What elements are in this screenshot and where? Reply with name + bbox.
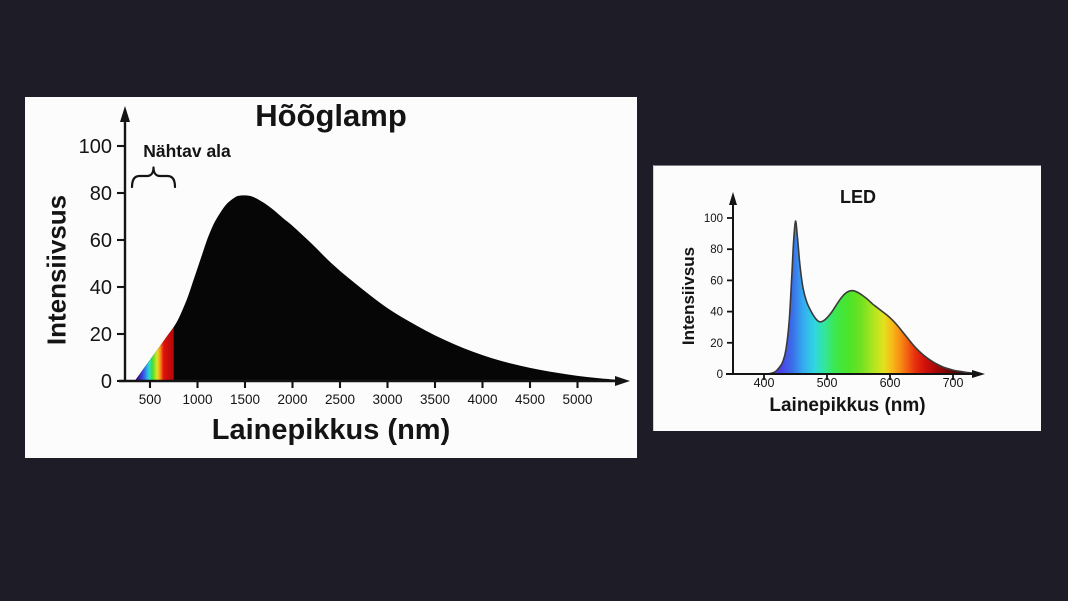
x-tick-label: 1000 xyxy=(182,392,212,407)
x-tick-label: 2500 xyxy=(325,392,355,407)
led-curve-outline xyxy=(766,220,980,375)
y-tick-label: 40 xyxy=(710,307,723,319)
led-chart-panel: 400 500 600 700 0 20 40 60 80 100 LED Intensiivsu… xyxy=(653,165,1041,431)
y-axis-arrow xyxy=(729,192,737,205)
incandescent-chart-panel: 500 1000 1500 2000 2500 3000 3500 4000 4500 5000 0… xyxy=(25,97,637,458)
led-curve-fill xyxy=(766,221,980,374)
x-tick-label: 500 xyxy=(139,392,162,407)
x-axis-label-incandescent: Lainepikkus (nm) xyxy=(211,414,451,446)
x-tick-label: 3000 xyxy=(372,392,402,407)
x-tick-label: 1500 xyxy=(230,392,260,407)
x-axis-label-led: Lainepikkus (nm) xyxy=(769,395,926,416)
incandescent-curve-fill xyxy=(134,195,626,381)
x-tick-label: 5000 xyxy=(562,392,592,407)
y-tick-label: 60 xyxy=(90,230,112,252)
y-tick-label: 80 xyxy=(710,244,723,256)
x-tick-label: 4000 xyxy=(467,392,497,407)
y-tick-label: 80 xyxy=(90,183,112,205)
y-tick-label: 100 xyxy=(79,136,112,158)
y-tick-label: 20 xyxy=(90,324,112,346)
y-tick-label: 100 xyxy=(704,213,723,225)
led-spectrum-plot: 400 500 600 700 0 20 40 60 80 100 xyxy=(704,192,985,390)
y-axis-label-incandescent: Intensiivsus xyxy=(41,194,72,346)
chart-title-led: LED xyxy=(840,187,876,207)
y-axis-arrow xyxy=(120,106,130,122)
y-axis-label-led: Intensiivsus xyxy=(679,246,698,346)
visible-range-brace xyxy=(130,166,177,189)
y-tick-label: 0 xyxy=(101,371,112,393)
x-tick-label: 400 xyxy=(754,376,775,390)
x-axis-arrow xyxy=(972,370,985,378)
x-tick-label: 600 xyxy=(880,376,901,390)
y-tick-label: 60 xyxy=(710,275,723,287)
x-tick-label: 700 xyxy=(943,376,964,390)
visible-range-annotation: Nähtav ala xyxy=(143,141,231,161)
incandescent-spectrum-plot: 500 1000 1500 2000 2500 3000 3500 4000 4500 5000 0… xyxy=(79,106,630,407)
y-tick-label: 40 xyxy=(90,277,112,299)
y-tick-label: 0 xyxy=(717,369,723,381)
x-axis-arrow xyxy=(615,376,630,386)
y-tick-label: 20 xyxy=(710,338,723,350)
x-tick-label: 500 xyxy=(817,376,838,390)
chart-title-incandescent: Hõõglamp xyxy=(255,98,407,133)
visible-spectrum-band xyxy=(134,326,174,381)
x-tick-label: 3500 xyxy=(420,392,450,407)
x-tick-label: 4500 xyxy=(515,392,545,407)
x-tick-label: 2000 xyxy=(277,392,307,407)
